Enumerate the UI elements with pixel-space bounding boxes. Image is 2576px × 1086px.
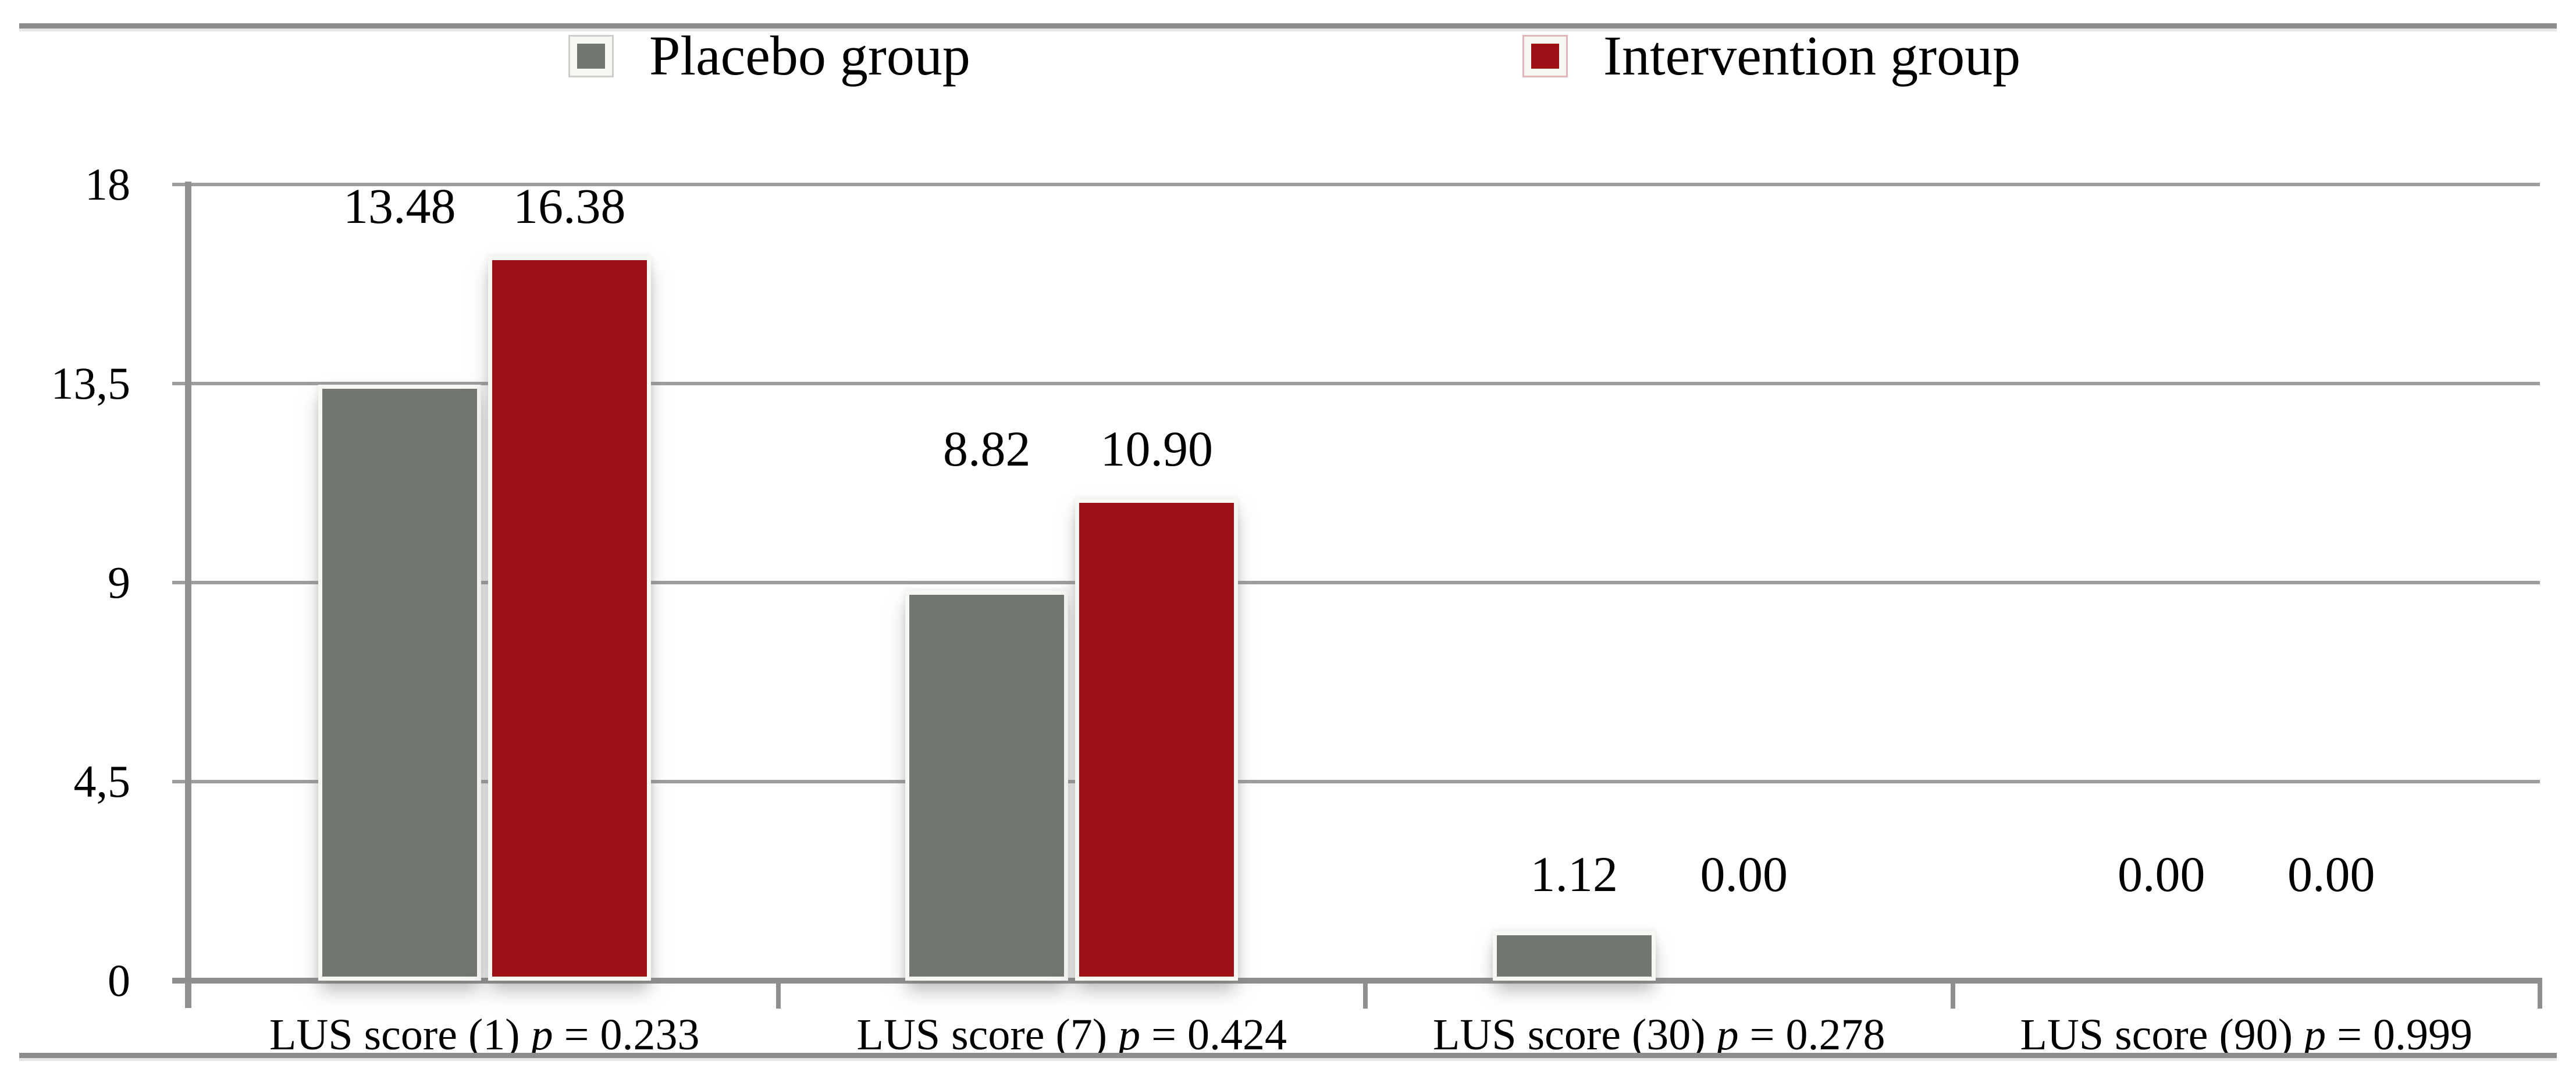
value-label: 0.00 xyxy=(1700,846,1788,902)
category-label: LUS score (30) p = 0.278 xyxy=(1357,1009,1962,1060)
legend-item-placebo: Placebo group xyxy=(570,24,970,87)
bar-placebo xyxy=(318,384,481,981)
legend-label-intervention: Intervention group xyxy=(1603,24,2021,87)
value-label: 1.12 xyxy=(1530,846,1618,902)
top-border-rule xyxy=(19,23,2557,31)
y-tick-label: 9 xyxy=(108,557,130,608)
category-p-value: = 0.999 xyxy=(2326,1010,2472,1059)
value-label: 8.82 xyxy=(943,420,1031,477)
y-tick-label: 13,5 xyxy=(51,358,131,409)
x-tick xyxy=(1363,983,1368,1009)
y-axis-line xyxy=(185,182,191,1008)
y-tick-label: 18 xyxy=(85,159,130,210)
category-p-value: = 0.233 xyxy=(553,1010,700,1059)
x-tick xyxy=(2538,983,2542,1009)
category-name: LUS score (90) xyxy=(2020,1010,2304,1059)
category-p-symbol: p xyxy=(531,1010,553,1059)
bar-intervention xyxy=(1075,498,1239,981)
bar-placebo xyxy=(1492,931,1656,981)
y-tick-label: 4,5 xyxy=(73,756,131,807)
category-p-value: = 0.278 xyxy=(1738,1010,1885,1059)
category-p-symbol: p xyxy=(1716,1010,1739,1059)
category-p-value: = 0.424 xyxy=(1140,1010,1287,1059)
gridline xyxy=(172,581,2540,584)
category-name: LUS score (7) xyxy=(856,1010,1119,1059)
legend-swatch-placebo-icon xyxy=(570,36,612,76)
x-axis-baseline xyxy=(172,978,2542,984)
legend-label-placebo: Placebo group xyxy=(649,24,970,87)
bar-intervention xyxy=(488,256,651,981)
category-p-symbol: p xyxy=(1118,1010,1141,1059)
value-label: 0.00 xyxy=(2287,846,2375,902)
value-label: 13.48 xyxy=(343,178,456,235)
legend-swatch-intervention-icon xyxy=(1524,36,1566,76)
category-p-symbol: p xyxy=(2304,1010,2326,1059)
gridline xyxy=(172,382,2540,385)
gridline xyxy=(172,183,2540,186)
x-tick xyxy=(775,983,781,1009)
category-name: LUS score (1) xyxy=(269,1010,531,1059)
legend-item-intervention: Intervention group xyxy=(1524,24,2021,87)
gridline xyxy=(172,780,2540,783)
value-label: 0.00 xyxy=(2118,846,2205,902)
category-label: LUS score (1) p = 0.233 xyxy=(182,1009,787,1060)
value-label: 16.38 xyxy=(513,178,626,235)
category-label: LUS score (7) p = 0.424 xyxy=(769,1009,1374,1060)
bottom-border-rule xyxy=(19,1053,2557,1061)
category-label: LUS score (90) p = 0.999 xyxy=(1944,1009,2549,1060)
bar-placebo xyxy=(905,590,1069,981)
x-tick xyxy=(1950,983,1955,1009)
value-label: 10.90 xyxy=(1100,420,1214,477)
y-tick-label: 0 xyxy=(108,955,130,1006)
category-name: LUS score (30) xyxy=(1433,1010,1717,1059)
